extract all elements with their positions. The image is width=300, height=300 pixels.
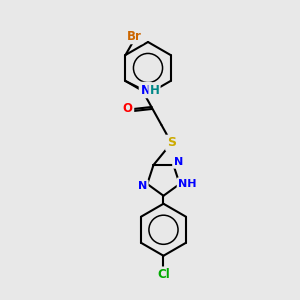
Text: H: H [149,83,159,97]
Text: O: O [122,103,133,116]
Text: S: S [167,136,176,149]
Text: N: N [138,181,147,191]
Text: N: N [174,157,183,167]
Text: NH: NH [178,179,197,189]
Text: N: N [140,83,151,97]
Text: Br: Br [127,29,142,43]
Text: Cl: Cl [157,268,170,281]
